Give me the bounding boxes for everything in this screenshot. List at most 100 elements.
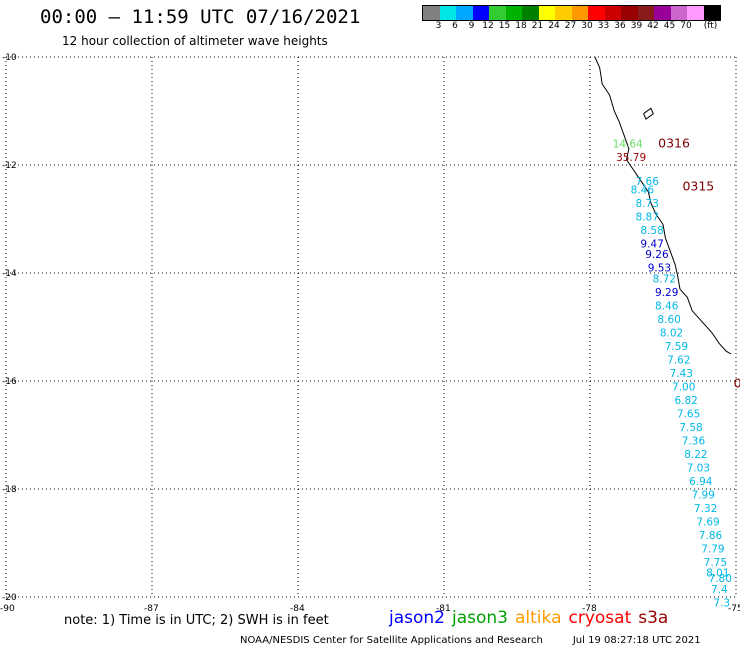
colorbar-swatch xyxy=(571,6,588,20)
colorbar-label: 27 xyxy=(564,21,577,31)
swh-value: 7.59 xyxy=(665,341,688,353)
swh-value: 7.99 xyxy=(692,489,715,501)
swh-value: 8.46 xyxy=(655,300,679,312)
x-tick-label: -87 xyxy=(144,604,159,614)
swh-value: 7.79 xyxy=(701,543,724,555)
coastline xyxy=(594,56,732,355)
colorbar-swatch xyxy=(621,6,638,20)
swh-labels: 14.6435.797.668.468.738.878.589.479.269.… xyxy=(613,138,732,609)
colorbar-label: 18 xyxy=(515,21,527,31)
x-tick-label: -90 xyxy=(0,604,15,614)
swh-value: 7.4 xyxy=(711,584,728,596)
legend-jason3: jason3 xyxy=(452,608,508,628)
swh-value: 8.58 xyxy=(640,225,663,237)
swh-value: 9.47 xyxy=(640,238,663,250)
pass-time-label: 031 xyxy=(734,376,740,391)
chart-subtitle: 12 hour collection of altimeter wave hei… xyxy=(62,34,328,48)
swh-value: 14.64 xyxy=(613,138,643,150)
colorbar-label: (ft) xyxy=(703,21,718,31)
swh-value: 7.03 xyxy=(687,462,710,474)
footer-timestamp: Jul 19 08:27:18 UTC 2021 xyxy=(572,635,701,646)
colorbar-labels: 3 6 9 12 15 18 21 24 27 30 33 36 39 42 45 70 (ft) xyxy=(422,21,740,33)
colorbar-swatch xyxy=(670,6,687,20)
colorbar-label: 15 xyxy=(498,21,511,31)
colorbar-label: 30 xyxy=(581,21,593,31)
colorbar-label: 6 xyxy=(452,21,458,31)
swh-value: 7.75 xyxy=(704,557,727,569)
pass-time-label: 0315 xyxy=(682,179,714,194)
footer: NOAA/NESDIS Center for Satellite Applica… xyxy=(240,635,701,646)
swh-value: 7.43 xyxy=(670,368,693,380)
swh-value: 7.62 xyxy=(667,354,690,366)
legend-jason2: jason2 xyxy=(389,608,445,628)
colorbar-swatch xyxy=(472,6,489,20)
swh-value: 8.02 xyxy=(660,327,683,339)
swh-value: 9.26 xyxy=(645,249,669,261)
legend-altika: altika xyxy=(515,608,562,628)
y-tick-label: -16 xyxy=(2,377,17,387)
colorbar-swatch xyxy=(588,6,605,20)
y-tick-label: -18 xyxy=(2,485,17,495)
colorbar-swatch xyxy=(522,6,539,20)
pass-time-label: 0316 xyxy=(658,135,690,150)
x-tick-label: -81 xyxy=(436,604,451,614)
swh-value: 8.72 xyxy=(653,273,676,285)
swh-value: 8.87 xyxy=(636,211,659,223)
colorbar-swatch xyxy=(604,6,621,20)
swh-value: 8.46 xyxy=(631,184,655,196)
swh-value: 7.36 xyxy=(682,435,706,447)
y-tick-label: -14 xyxy=(2,269,17,279)
colorbar-swatch xyxy=(687,6,704,20)
colorbar-swatch xyxy=(555,6,572,20)
swh-value: 7.66 xyxy=(636,176,660,188)
x-tick-label: -75 xyxy=(728,604,740,614)
colorbar-swatch xyxy=(439,6,456,20)
chart-title: 00:00 – 11:59 UTC 07/16/2021 xyxy=(40,6,361,28)
swh-value: 8.01 xyxy=(706,568,729,580)
y-tick-label: -10 xyxy=(2,53,17,63)
colorbar-label: 45 xyxy=(663,21,676,31)
colorbar-label: 33 xyxy=(597,21,610,31)
swh-value: 7.86 xyxy=(699,530,723,542)
swh-value: 7.32 xyxy=(694,503,717,515)
pass-labels: 0316 0315 031 xyxy=(658,135,740,390)
swh-value: 9.53 xyxy=(648,263,671,275)
legend-cryosat: cryosat xyxy=(568,608,632,628)
colorbar-swatch xyxy=(654,6,671,20)
swh-value: 7.80 xyxy=(709,573,732,585)
colorbar-swatch xyxy=(456,6,473,20)
colorbar-label: 70 xyxy=(680,21,692,31)
swh-value: 7.69 xyxy=(696,516,719,528)
footer-credit: NOAA/NESDIS Center for Satellite Applica… xyxy=(240,635,543,646)
colorbar-label: 42 xyxy=(647,21,659,31)
swh-value: 9.29 xyxy=(655,287,678,299)
colorbar-swatch xyxy=(637,6,654,20)
swh-value: 8.60 xyxy=(657,314,680,326)
satellite-legend: jason2 jason3 altika cryosat s3a xyxy=(389,608,675,628)
colorbar-label: 3 xyxy=(435,21,442,31)
colorbar-swatch xyxy=(538,6,555,20)
colorbar-swatch xyxy=(505,6,522,20)
colorbar-label: 12 xyxy=(482,21,494,31)
colorbar-swatch xyxy=(423,6,440,20)
legend-s3a: s3a xyxy=(638,608,669,628)
colorbar-swatch xyxy=(703,6,720,20)
island-outline xyxy=(643,107,654,120)
swh-value: 7.58 xyxy=(679,422,702,434)
swh-value: 6.94 xyxy=(689,476,713,488)
swh-value: 7.00 xyxy=(672,381,695,393)
colorbar xyxy=(422,5,721,21)
swh-value: 8.22 xyxy=(684,449,707,461)
swh-value: 6.82 xyxy=(674,395,697,407)
colorbar-label: 39 xyxy=(630,21,643,31)
colorbar-swatch xyxy=(489,6,506,20)
colorbar-label: 21 xyxy=(531,21,544,31)
colorbar-label: 36 xyxy=(614,21,626,31)
swh-value: 8.73 xyxy=(636,198,659,210)
y-tick-label: -20 xyxy=(2,593,17,603)
y-tick-label: -12 xyxy=(2,161,17,171)
x-tick-label: -78 xyxy=(582,604,597,614)
swh-value: 7.3 xyxy=(713,597,730,609)
note-text: note: 1) Time is in UTC; 2) SWH is in fe… xyxy=(64,613,329,628)
